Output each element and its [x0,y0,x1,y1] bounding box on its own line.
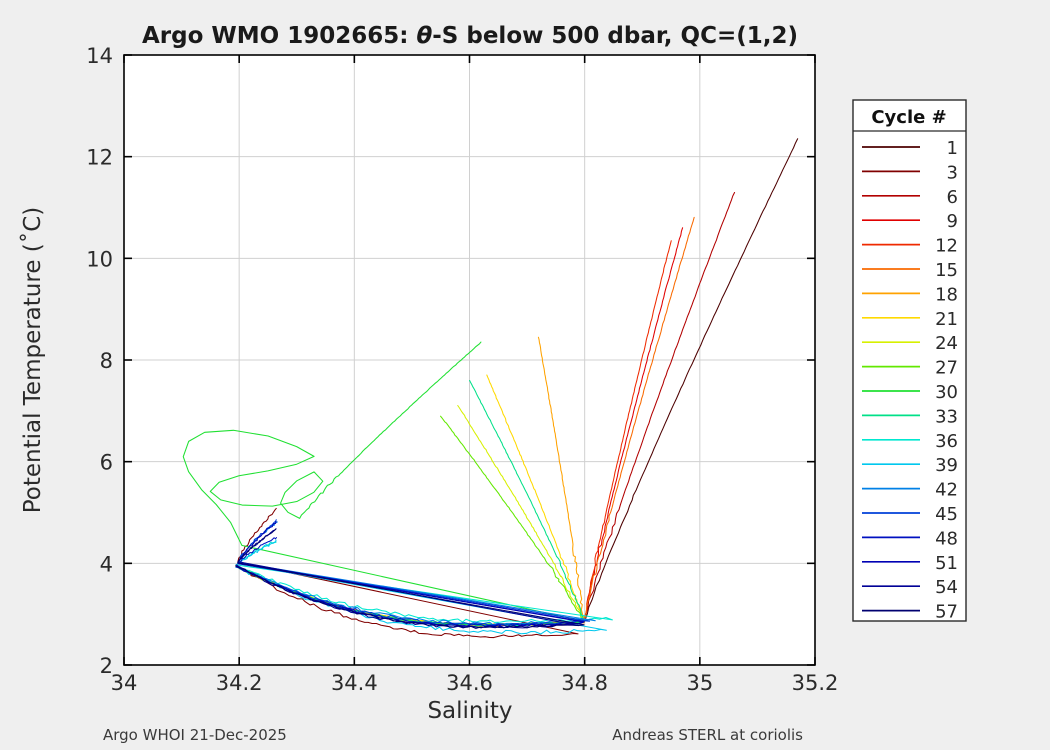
footer-left: Argo WHOI 21-Dec-2025 [103,726,287,744]
legend-item[interactable]: 45 [862,504,958,525]
x-axis-label: Salinity [427,698,512,724]
legend-item[interactable]: 36 [862,431,958,452]
legend-item[interactable]: 57 [862,602,958,623]
legend-label: 33 [935,406,958,427]
y-tick-label: 12 [86,146,113,170]
legend-label: 54 [935,577,958,598]
legend-label: 45 [935,504,958,525]
x-tick-label: 35 [686,671,713,695]
x-tick-label: 34.2 [216,671,263,695]
legend-label: 24 [935,333,958,354]
legend-item[interactable]: 42 [862,480,958,501]
legend-item[interactable]: 24 [862,333,958,354]
legend-label: 3 [947,162,958,183]
y-axis-label: Potential Temperature (˚C) [19,207,46,514]
y-tick-label: 2 [100,654,113,678]
y-tick-label: 10 [86,247,113,271]
x-tick-label: 34.6 [446,671,493,695]
legend-label: 27 [935,358,958,379]
y-tick-label: 6 [100,451,113,475]
legend-label: 39 [935,455,958,476]
cycle-curve [235,379,585,627]
legend-label: 15 [935,260,958,281]
x-tick-label: 34.8 [561,671,608,695]
legend-item[interactable]: 27 [862,358,958,379]
legend-label: 1 [947,138,958,159]
legend-label: 42 [935,480,958,501]
legend-item[interactable]: 9 [862,211,958,232]
legend-item[interactable]: 39 [862,455,958,476]
x-tick-label: 34 [111,671,138,695]
legend-item[interactable]: 15 [862,260,958,281]
legend-label: 48 [935,528,958,549]
y-tick-label: 14 [86,44,113,68]
y-tick-label: 4 [100,552,113,576]
legend-item[interactable]: 3 [862,162,958,183]
footer-right: Andreas STERL at coriolis [612,726,803,744]
legend-item[interactable]: 51 [862,553,958,574]
legend-item[interactable]: 12 [862,236,958,257]
legend-label: 57 [935,602,958,623]
legend-label: 18 [935,284,958,305]
cycle-curve [235,528,585,629]
legend-box [852,99,967,622]
legend-item[interactable]: 18 [862,284,958,305]
y-axis-tick-labels: 2 4 6 8 10 12 14 [86,44,113,678]
legend-label: 36 [935,431,958,452]
legend-label: 9 [947,211,958,232]
legend-label: 51 [935,553,958,574]
page-title: Argo WMO 1902665: θ-S below 500 dbar, QC… [142,23,798,49]
legend-label: 12 [935,236,958,257]
legend-item[interactable]: 6 [862,187,958,208]
legend-item[interactable]: 48 [862,528,958,549]
legend-item[interactable]: 33 [862,406,958,427]
x-axis-tick-labels: 34 34.2 34.4 34.6 34.8 35 35.2 [111,671,839,695]
legend-title: Cycle # [871,107,946,128]
legend-label: 30 [935,382,958,403]
y-tick-label: 8 [100,349,113,373]
legend-item[interactable]: 54 [862,577,958,598]
data-curves [182,138,799,639]
tick-marks [123,54,816,666]
cycle-curve [236,507,579,639]
legend-item[interactable]: 30 [862,382,958,403]
x-tick-label: 34.4 [331,671,378,695]
legend-label: 6 [947,187,958,208]
legend[interactable]: Cycle # 13691215182124273033363942454851… [852,99,967,623]
legend-item[interactable]: 21 [862,309,958,330]
legend-label: 21 [935,309,958,330]
legend-item[interactable]: 1 [862,138,958,159]
x-tick-label: 35.2 [792,671,839,695]
